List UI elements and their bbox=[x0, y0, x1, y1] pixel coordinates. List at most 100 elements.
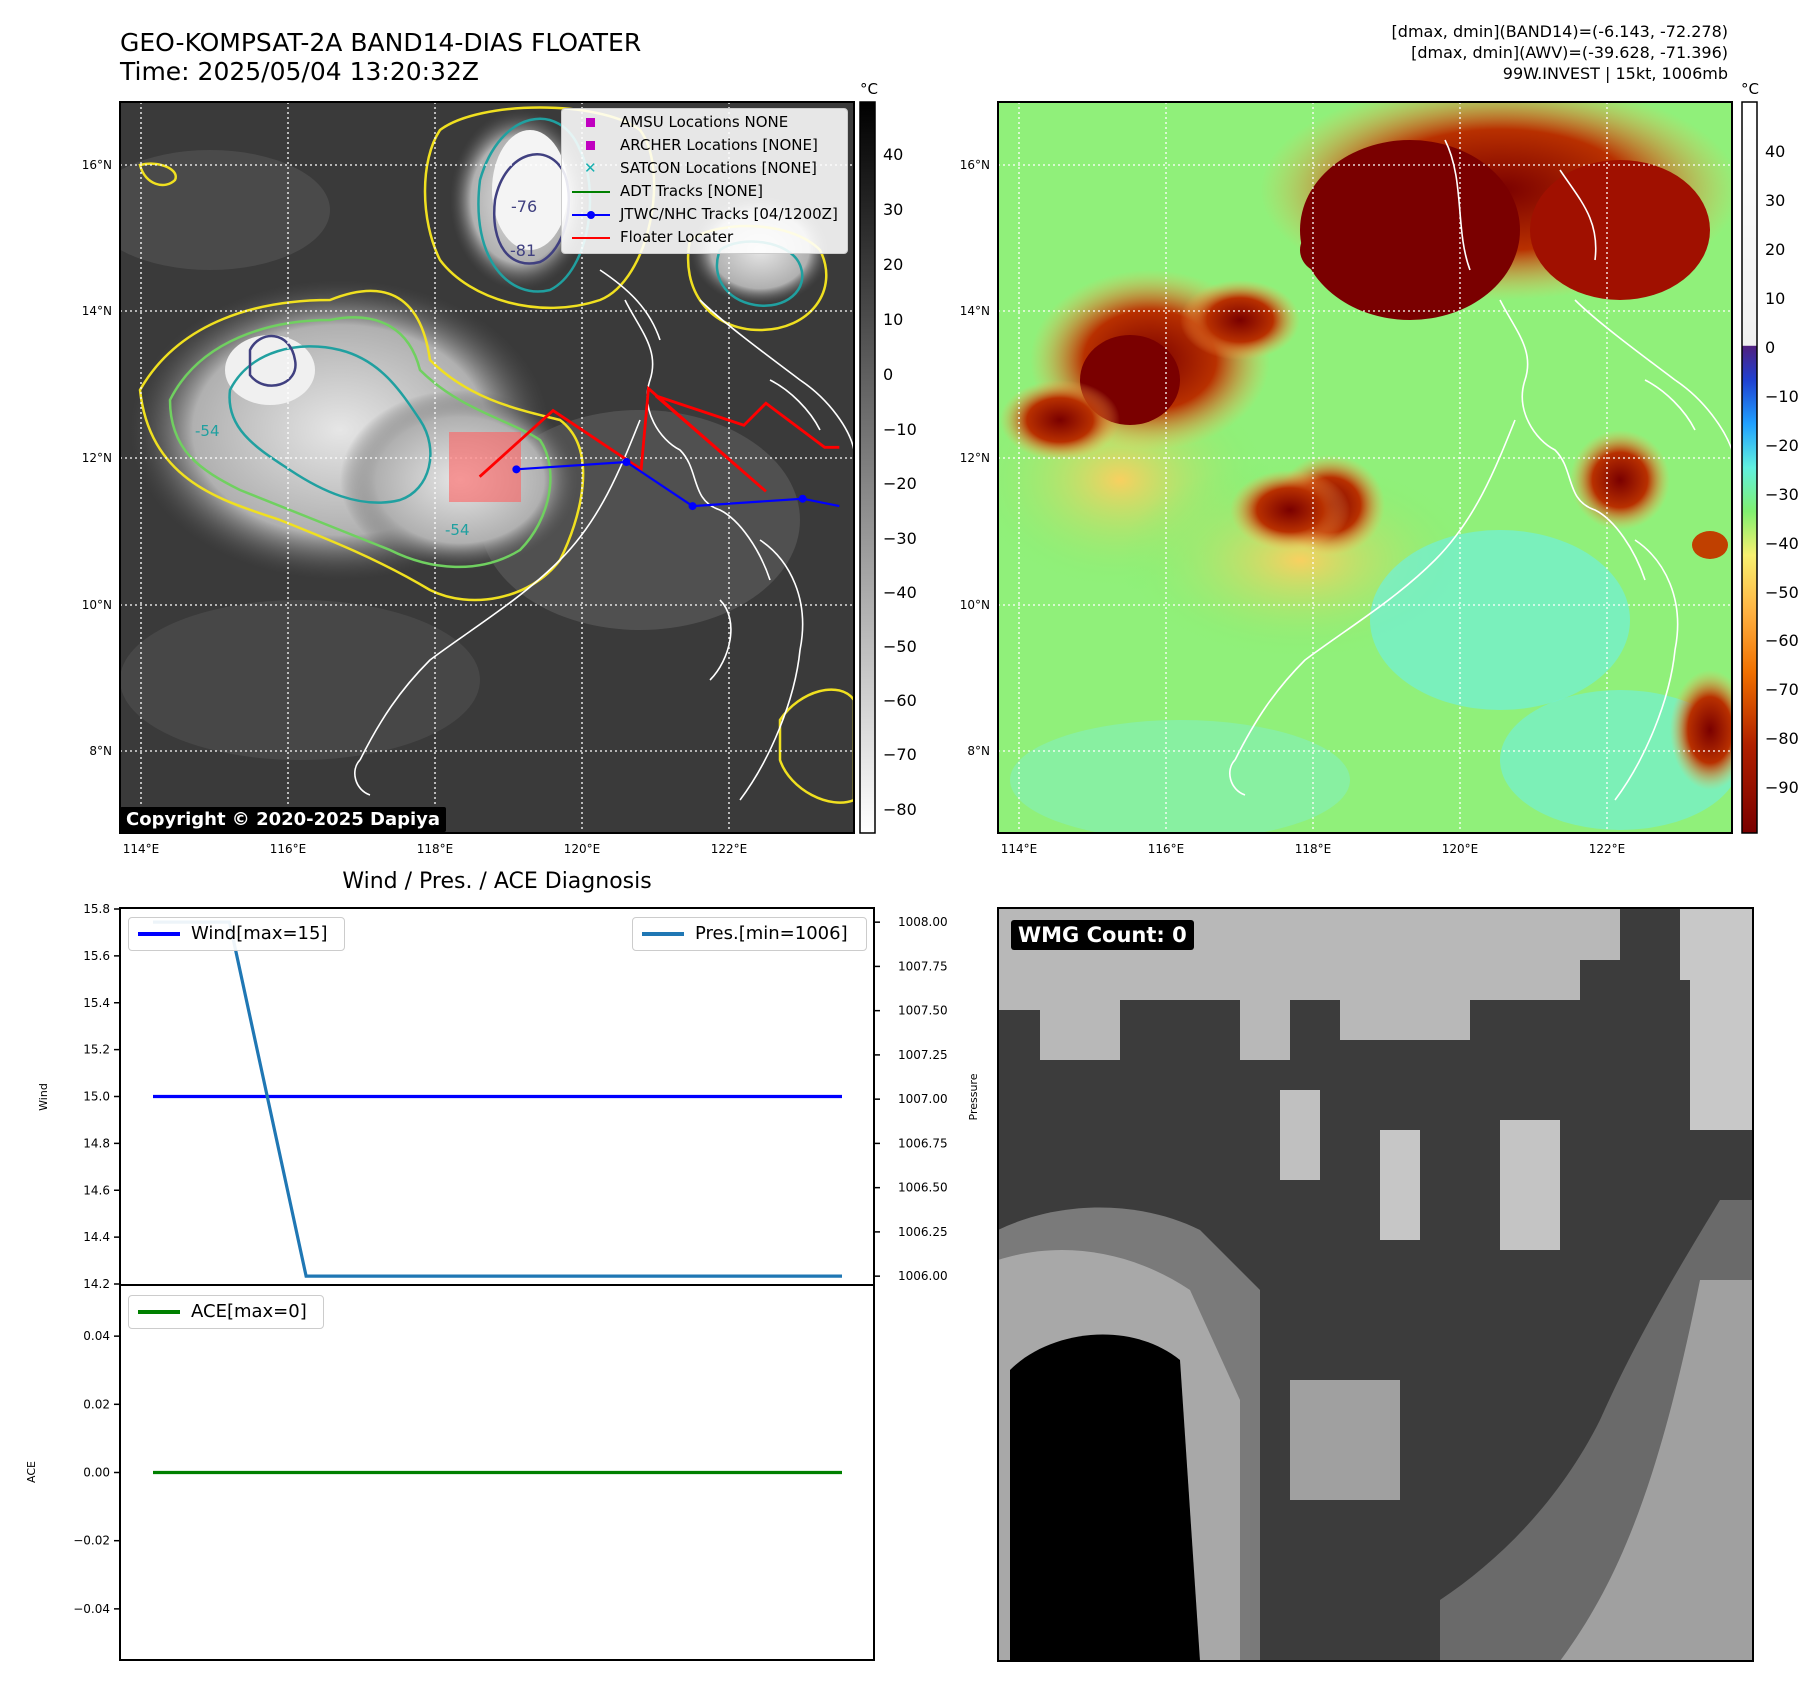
svg-text:12°N: 12°N bbox=[82, 451, 112, 465]
svg-text:122°E: 122°E bbox=[711, 842, 748, 856]
wind-tick-label: 14.4 bbox=[83, 1230, 110, 1244]
svg-text:−10: −10 bbox=[1765, 387, 1799, 406]
svg-text:−80: −80 bbox=[1765, 729, 1799, 748]
svg-text:−60: −60 bbox=[883, 691, 917, 710]
wind-tick-label: 15.0 bbox=[83, 1090, 110, 1104]
awv-coastline bbox=[1229, 139, 1732, 801]
svg-text:12°N: 12°N bbox=[960, 451, 990, 465]
legend-line-pressure bbox=[642, 932, 684, 936]
ace-tick-label: 0.02 bbox=[83, 1397, 110, 1411]
wind-tick-label: 14.2 bbox=[83, 1277, 110, 1291]
contour-label-2: -81 bbox=[510, 241, 536, 260]
awv-map-panel bbox=[998, 102, 1732, 833]
pressure-tick-label: 1008.00 bbox=[898, 915, 948, 929]
ace-tick-label: 0.00 bbox=[83, 1466, 110, 1480]
contour-label-1: -76 bbox=[511, 197, 537, 216]
svg-text:8°N: 8°N bbox=[89, 744, 112, 758]
pressure-axis-label: Pressure bbox=[967, 1073, 980, 1120]
pressure-tick-label: 1007.50 bbox=[898, 1004, 948, 1018]
svg-text:−40: −40 bbox=[1765, 534, 1799, 553]
awv-lon-labels: 114°E 116°E 118°E 120°E 122°E bbox=[1001, 842, 1626, 856]
svg-text:120°E: 120°E bbox=[564, 842, 601, 856]
contour-label-3: -54 bbox=[195, 422, 220, 440]
svg-text:0: 0 bbox=[1765, 338, 1775, 357]
pressure-tick-label: 1007.25 bbox=[898, 1048, 948, 1062]
awv-gridlines bbox=[998, 102, 1732, 833]
stats-line3: 99W.INVEST | 15kt, 1006mb bbox=[1502, 64, 1728, 83]
jtwc-track-point bbox=[622, 457, 631, 466]
svg-text:30: 30 bbox=[1765, 191, 1785, 210]
svg-text:14°N: 14°N bbox=[960, 304, 990, 318]
svg-text:−20: −20 bbox=[1765, 436, 1799, 455]
ace-frame bbox=[119, 1284, 875, 1661]
pressure-series-line bbox=[153, 920, 842, 1278]
figure-title-line2: Time: 2025/05/04 13:20:32Z bbox=[120, 57, 479, 86]
wmg-count-badge: WMG Count: 0 bbox=[1011, 920, 1194, 950]
ace-tick-label: −0.02 bbox=[73, 1534, 110, 1548]
legend-line-wind bbox=[138, 932, 180, 936]
svg-text:0: 0 bbox=[883, 365, 893, 384]
legend-ace: ACE[max=0] bbox=[128, 1295, 324, 1329]
copyright-badge: Copyright © 2020-2025 Dapiya bbox=[120, 807, 447, 832]
svg-text:116°E: 116°E bbox=[1148, 842, 1185, 856]
legend-marker-satcon: ✕ bbox=[584, 159, 597, 177]
svg-text:−50: −50 bbox=[1765, 583, 1799, 602]
svg-text:−20: −20 bbox=[883, 474, 917, 493]
wmg-frame bbox=[997, 907, 1754, 1662]
legend-marker-jtwc bbox=[570, 203, 614, 226]
ace-axis-label: ACE bbox=[25, 1461, 38, 1483]
jtwc-track-point bbox=[798, 494, 807, 503]
awv-colorbar bbox=[1741, 101, 1758, 834]
wind-axis-label: Wind bbox=[37, 1083, 50, 1111]
ir-tracks bbox=[478, 385, 840, 511]
svg-text:16°N: 16°N bbox=[960, 158, 990, 172]
svg-text:20: 20 bbox=[1765, 240, 1785, 259]
svg-text:10°N: 10°N bbox=[960, 598, 990, 612]
svg-text:114°E: 114°E bbox=[1001, 842, 1038, 856]
svg-text:−40: −40 bbox=[883, 583, 917, 602]
ir-lat-labels: 16°N 14°N 12°N 10°N 8°N bbox=[82, 158, 112, 758]
awv-map-frame bbox=[997, 101, 1733, 834]
jtwc-track-point bbox=[688, 502, 697, 511]
ir-map-frame bbox=[119, 101, 855, 834]
svg-text:118°E: 118°E bbox=[417, 842, 454, 856]
svg-text:30: 30 bbox=[883, 200, 903, 219]
svg-text:14°N: 14°N bbox=[82, 304, 112, 318]
ir-coastline bbox=[354, 269, 854, 801]
pressure-tick-label: 1006.50 bbox=[898, 1181, 948, 1195]
diagnosis-title: Wind / Pres. / ACE Diagnosis bbox=[342, 869, 651, 894]
svg-text:8°N: 8°N bbox=[967, 744, 990, 758]
legend-marker-amsu bbox=[570, 111, 614, 134]
floater-box bbox=[449, 432, 521, 502]
jtwc-track-point bbox=[512, 465, 521, 474]
pressure-tick-label: 1006.25 bbox=[898, 1225, 948, 1239]
contour-label-4: -54 bbox=[445, 521, 470, 539]
svg-text:−90: −90 bbox=[1765, 778, 1799, 797]
svg-text:20: 20 bbox=[883, 255, 903, 274]
svg-text:−30: −30 bbox=[1765, 485, 1799, 504]
wind-tick-label: 14.6 bbox=[83, 1183, 110, 1197]
awv-colorbar-unit: °C bbox=[1741, 80, 1759, 98]
svg-text:40: 40 bbox=[883, 145, 903, 164]
wind-tick-label: 14.8 bbox=[83, 1136, 110, 1150]
svg-text:10: 10 bbox=[1765, 289, 1785, 308]
ir-lon-labels: 114°E 116°E 118°E 120°E 122°E bbox=[123, 842, 748, 856]
wind-pressure-plot: 15.8 15.6 15.4 15.2 15.0 14.8 14.6 14.4 14.2 1008… bbox=[83, 902, 947, 1291]
svg-text:114°E: 114°E bbox=[123, 842, 160, 856]
wind-tick-label: 15.8 bbox=[83, 902, 110, 916]
ace-tick-label: 0.04 bbox=[83, 1329, 110, 1343]
pressure-tick-label: 1007.00 bbox=[898, 1092, 948, 1106]
pressure-tick-label: 1006.75 bbox=[898, 1136, 948, 1150]
wind-tick-label: 15.2 bbox=[83, 1043, 110, 1057]
svg-text:−70: −70 bbox=[1765, 680, 1799, 699]
svg-text:10°N: 10°N bbox=[82, 598, 112, 612]
stats-line1: [dmax, dmin](BAND14)=(-6.143, -72.278) bbox=[1391, 22, 1728, 41]
figure-title-line1: GEO-KOMPSAT-2A BAND14-DIAS FLOATER bbox=[120, 28, 642, 57]
awv-lat-labels: 16°N 14°N 12°N 10°N 8°N bbox=[960, 158, 990, 758]
ir-colorbar-ticks: 40 30 20 10 0 −10 −20 −30 −40 −50 −60 −7… bbox=[883, 145, 917, 819]
svg-text:116°E: 116°E bbox=[270, 842, 307, 856]
ace-tick-label: −0.04 bbox=[73, 1602, 110, 1616]
legend-line-ace bbox=[138, 1310, 180, 1314]
pressure-tick-label: 1007.75 bbox=[898, 959, 948, 973]
